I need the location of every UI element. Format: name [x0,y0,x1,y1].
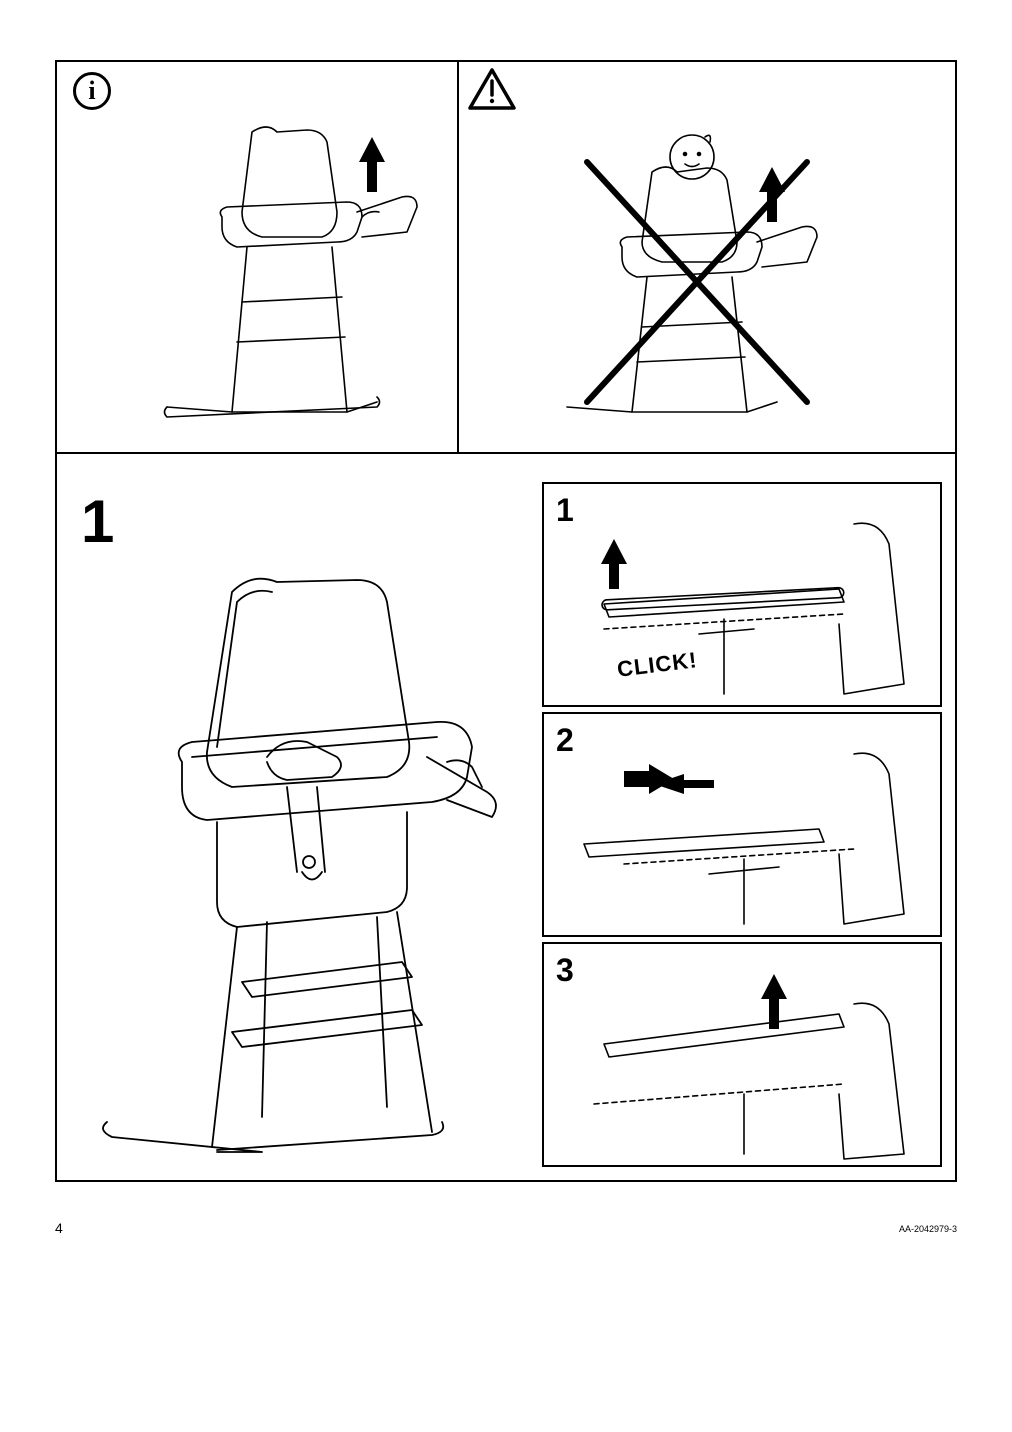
warning-icon [467,67,517,111]
substep-panel-3: 3 [542,942,942,1167]
horizontal-divider [57,452,955,454]
substep-panel-2: 2 [542,712,942,937]
main-step-number: 1 [81,487,114,556]
substep-panel-1: 1 [542,482,942,707]
vertical-divider-top [457,62,459,452]
illustration-prohibited [547,102,837,432]
info-icon-glyph: i [88,76,95,106]
document-id: AA-2042979-3 [899,1224,957,1234]
illustration-correct-lift [147,102,437,432]
outer-frame: i [55,60,957,1182]
page-number: 4 [55,1220,63,1236]
instruction-page: i [0,0,1012,1432]
illustration-main-tray-remove [87,562,527,1162]
info-icon: i [73,72,111,110]
